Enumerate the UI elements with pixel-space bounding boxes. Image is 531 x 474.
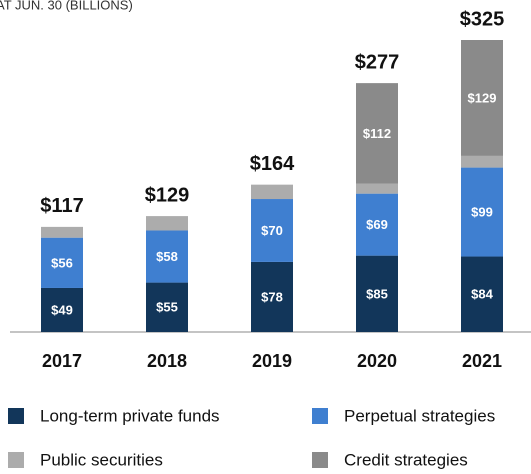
bar-segment [41,237,83,288]
value-label: $55 [156,300,178,315]
bar-segment [461,155,503,168]
value-label: $129 [468,90,497,105]
value-label: $84 [471,287,493,302]
bar-segment [356,183,398,194]
chart-subtitle: AT JUN. 30 (BILLIONS) [0,0,133,12]
value-label: $69 [366,217,388,232]
bar-segment [251,199,293,262]
bar-segment [251,184,293,200]
value-label: $70 [261,223,283,238]
bar-segment [41,287,83,332]
bar-segment [461,40,503,156]
legend-label: Perpetual strategies [344,406,495,425]
x-tick-label: 2019 [252,351,292,371]
legend-label: Credit strategies [344,450,468,469]
x-tick-label: 2020 [357,351,397,371]
legend-swatch [8,408,24,424]
value-label: $56 [51,255,73,270]
bar-segment [356,255,398,332]
legend-label: Public securities [40,450,163,469]
legend-swatch [312,452,328,468]
bar-segment [146,216,188,231]
bar-segment [356,83,398,184]
value-label: $78 [261,289,283,304]
bar-segment [146,282,188,332]
bar-segment [251,261,293,332]
total-label: $129 [145,184,190,206]
x-tick-label: 2017 [42,351,82,371]
x-tick-label: 2018 [147,351,187,371]
value-label: $49 [51,302,73,317]
value-label: $85 [366,286,388,301]
legend-swatch [8,452,24,468]
bar-segment [461,256,503,332]
value-label: $58 [156,249,178,264]
total-label: $277 [355,51,400,73]
value-label: $99 [471,204,493,219]
bar-segment [356,193,398,256]
legend-swatch [312,408,328,424]
x-tick-label: 2021 [462,351,502,371]
total-label: $164 [250,153,295,175]
legend-label: Long-term private funds [40,406,220,425]
bar-segment [461,167,503,257]
bar-segment [146,230,188,283]
total-label: $117 [40,195,83,217]
value-label: $112 [363,126,391,141]
total-label: $325 [460,8,505,30]
bar-segment [41,226,83,238]
